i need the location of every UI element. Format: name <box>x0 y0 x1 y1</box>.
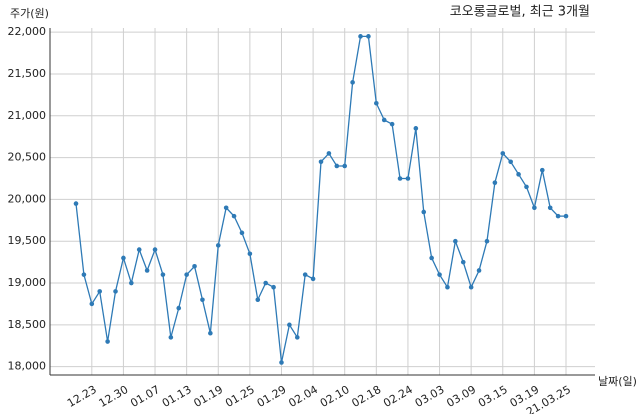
marker <box>326 151 332 156</box>
marker <box>247 251 253 257</box>
marker <box>73 201 79 206</box>
marker <box>532 205 537 211</box>
marker <box>421 209 427 215</box>
marker <box>547 205 553 211</box>
marker <box>215 243 221 248</box>
x-tick-label: 01.29 <box>255 383 289 410</box>
marker <box>460 259 466 265</box>
marker <box>200 297 205 303</box>
marker <box>366 34 371 39</box>
marker <box>374 100 379 106</box>
marker <box>231 213 237 219</box>
marker <box>500 151 506 156</box>
y-tick-label: 19,000 <box>8 276 47 289</box>
marker <box>381 117 387 123</box>
marker <box>81 272 87 277</box>
x-axis-label: 날짜(일) <box>598 374 637 388</box>
x-tick-label: 01.19 <box>191 383 225 410</box>
marker <box>279 360 284 365</box>
x-tick-label: 02.18 <box>350 383 384 410</box>
marker <box>184 272 189 277</box>
y-tick-label: 21,500 <box>8 67 47 80</box>
x-tick-label: 02.24 <box>381 383 415 410</box>
marker <box>397 176 403 181</box>
y-tick-label: 18,000 <box>8 360 47 373</box>
marker <box>192 264 197 269</box>
x-tick-label: 02.10 <box>318 383 352 410</box>
x-tick-label: 03.09 <box>444 383 478 410</box>
x-tick-label: 01.07 <box>128 383 162 410</box>
marker <box>294 335 300 340</box>
marker <box>516 172 521 177</box>
marker <box>484 238 490 244</box>
marker <box>563 213 569 219</box>
marker <box>136 247 142 252</box>
marker <box>508 159 513 165</box>
marker <box>113 289 118 294</box>
marker <box>334 163 340 169</box>
y-tick-label: 18,500 <box>8 318 47 331</box>
x-tick-label: 03.15 <box>476 383 510 410</box>
marker <box>413 126 419 131</box>
marker <box>263 280 268 286</box>
marker <box>223 205 229 211</box>
marker <box>524 184 529 190</box>
x-tick-label: 12.23 <box>65 383 99 410</box>
marker <box>358 34 363 39</box>
marker <box>476 268 482 273</box>
marker <box>287 322 292 328</box>
marker <box>176 305 182 311</box>
chart-title: 코오롱글로벌, 최근 3개월 <box>450 5 590 20</box>
x-tick-label: 03.03 <box>413 383 447 410</box>
marker <box>208 330 213 336</box>
marker <box>239 230 245 236</box>
marker <box>492 180 498 185</box>
marker <box>318 159 324 165</box>
marker <box>539 167 545 173</box>
marker <box>152 247 158 252</box>
y-tick-label: 20,000 <box>8 192 47 205</box>
x-tick-label: 01.13 <box>160 383 194 410</box>
marker <box>389 121 395 127</box>
marker <box>429 255 434 261</box>
marker <box>89 301 95 307</box>
marker <box>302 272 308 277</box>
x-tick-label: 12.30 <box>97 383 131 410</box>
marker <box>555 213 561 219</box>
y-tick-label: 22,000 <box>8 25 47 38</box>
marker <box>271 284 276 290</box>
y-tick-label: 19,500 <box>8 234 47 247</box>
y-axis-label: 주가(원) <box>10 7 49 20</box>
y-tick-label: 21,000 <box>8 109 47 122</box>
marker <box>405 176 411 181</box>
x-tick-label: 01.25 <box>223 383 257 410</box>
marker <box>121 255 126 261</box>
marker <box>468 284 474 290</box>
marker <box>350 80 355 85</box>
marker <box>97 289 103 294</box>
marker <box>144 268 150 273</box>
marker <box>160 272 166 277</box>
marker <box>168 335 174 340</box>
marker <box>445 284 450 290</box>
y-tick-label: 20,500 <box>8 151 47 164</box>
marker <box>453 238 458 244</box>
marker <box>105 339 110 344</box>
marker <box>437 272 442 277</box>
marker <box>342 163 348 169</box>
marker <box>255 297 261 303</box>
marker <box>310 276 316 282</box>
marker <box>129 280 134 286</box>
x-tick-label: 02.04 <box>286 383 320 410</box>
